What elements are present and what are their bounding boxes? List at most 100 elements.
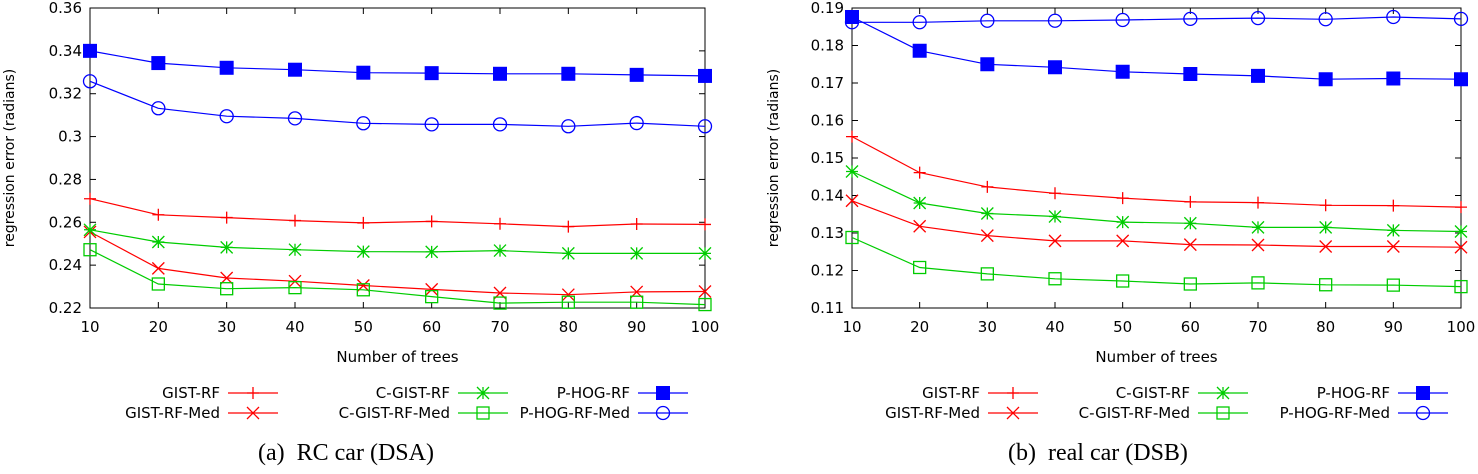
- x-tick-label: 100: [691, 318, 720, 336]
- chart-panel-b: 10 20 30 40 50 60 70 80 90 100 0.11 0.12 0.13 0.14 0.1…: [766, 0, 1475, 422]
- x-tick-label: 20: [910, 318, 929, 336]
- legend-marker: [655, 405, 671, 421]
- data-point: [697, 119, 713, 134]
- legend-marker: [247, 387, 259, 399]
- series-gist-rf-med: [845, 194, 1468, 254]
- y-tick-label: 0.3: [58, 128, 82, 146]
- series-line: [89, 80, 706, 127]
- legend-label: P-HOG-RF-Med: [1280, 404, 1390, 422]
- legend-marker: [1216, 406, 1230, 420]
- y-tick-label: 0.11: [811, 299, 844, 317]
- series-line: [89, 229, 705, 254]
- series-p-hog-rf-med: [844, 9, 1469, 30]
- x-tick-label: 90: [627, 318, 646, 336]
- data-point: [219, 109, 234, 124]
- legend-label: P-HOG-RF: [557, 384, 630, 402]
- data-point: [492, 117, 508, 132]
- data-point: [289, 214, 301, 227]
- data-point: [1386, 9, 1401, 25]
- legend-marker: [1006, 406, 1020, 420]
- series-line: [851, 16, 1462, 80]
- data-point: [912, 15, 927, 30]
- data-point: [84, 192, 96, 205]
- data-point: [913, 260, 927, 275]
- legend-marker: [1216, 386, 1230, 400]
- x-tick-label: 70: [1248, 318, 1267, 336]
- data-point: [698, 297, 712, 312]
- data-point: [845, 10, 859, 24]
- data-point: [1048, 234, 1062, 248]
- series-line: [89, 50, 706, 77]
- subfigure-caption-b: (b) real car (DSB): [1008, 440, 1188, 466]
- data-point: [83, 43, 97, 58]
- data-point: [1183, 67, 1198, 81]
- data-point: [1184, 195, 1197, 208]
- series-line: [89, 198, 706, 228]
- data-point: [1183, 11, 1198, 27]
- data-point: [1318, 12, 1333, 27]
- data-point: [151, 101, 166, 116]
- data-point: [561, 295, 575, 309]
- x-tick-label: 50: [1113, 318, 1132, 336]
- data-point: [83, 243, 97, 257]
- data-point: [494, 217, 506, 230]
- x-tick-label: 60: [422, 318, 441, 336]
- x-tick-label: 70: [490, 318, 509, 336]
- data-point: [151, 261, 165, 275]
- y-tick-label: 0.17: [811, 74, 844, 92]
- series-line: [852, 16, 1462, 23]
- data-point: [913, 166, 926, 179]
- x-tick-label: 40: [1045, 318, 1064, 336]
- data-point: [846, 130, 858, 143]
- data-point: [1455, 201, 1467, 214]
- series-c-gist-rf: [845, 165, 1468, 238]
- legend-marker: [656, 386, 670, 400]
- data-point: [561, 119, 576, 134]
- series-line: [851, 236, 1462, 288]
- data-point: [288, 280, 302, 295]
- data-point: [698, 285, 712, 298]
- data-point: [1386, 71, 1401, 86]
- x-tick-label: 20: [149, 318, 168, 336]
- data-point: [1116, 215, 1130, 229]
- data-point: [425, 245, 439, 259]
- data-point: [561, 288, 575, 302]
- data-point: [1183, 238, 1197, 252]
- data-point: [980, 57, 995, 72]
- y-tick-label: 0.22: [49, 299, 82, 317]
- x-tick-label: 60: [1181, 318, 1200, 336]
- data-point: [356, 116, 371, 131]
- legend: GIST-RF GIST-RF-Med C-GIST-RF C-GIST-RF-Med…: [885, 384, 1448, 422]
- data-point: [151, 56, 166, 71]
- data-point: [493, 244, 507, 258]
- legend-marker: [1416, 386, 1430, 400]
- data-point: [1251, 68, 1265, 83]
- data-point: [1251, 220, 1265, 234]
- data-point: [357, 216, 370, 229]
- x-tick-label: 50: [354, 318, 373, 336]
- data-point: [561, 246, 575, 260]
- data-point: [1318, 72, 1333, 87]
- series-c-gist-rf-med: [845, 230, 1468, 294]
- y-tick-label: 0.15: [811, 149, 844, 167]
- data-point: [356, 65, 371, 80]
- data-point: [913, 219, 927, 233]
- data-point: [1387, 199, 1400, 212]
- legend-label: P-HOG-RF: [1317, 384, 1390, 402]
- legend-label: C-GIST-RF-Med: [1079, 404, 1190, 422]
- data-point: [220, 271, 234, 285]
- data-point: [220, 211, 233, 224]
- series-p-hog-rf: [845, 10, 1468, 87]
- data-point: [845, 165, 859, 178]
- plot-frame: [89, 7, 706, 309]
- data-point: [981, 180, 994, 193]
- legend-marker: [1007, 387, 1019, 399]
- data-point: [1386, 278, 1400, 292]
- series-line: [851, 170, 1462, 233]
- subfigure-caption-a: (a) RC car (DSA): [258, 440, 434, 466]
- data-point: [151, 235, 165, 249]
- data-point: [980, 13, 995, 28]
- series-line: [89, 231, 706, 296]
- data-point: [152, 208, 165, 221]
